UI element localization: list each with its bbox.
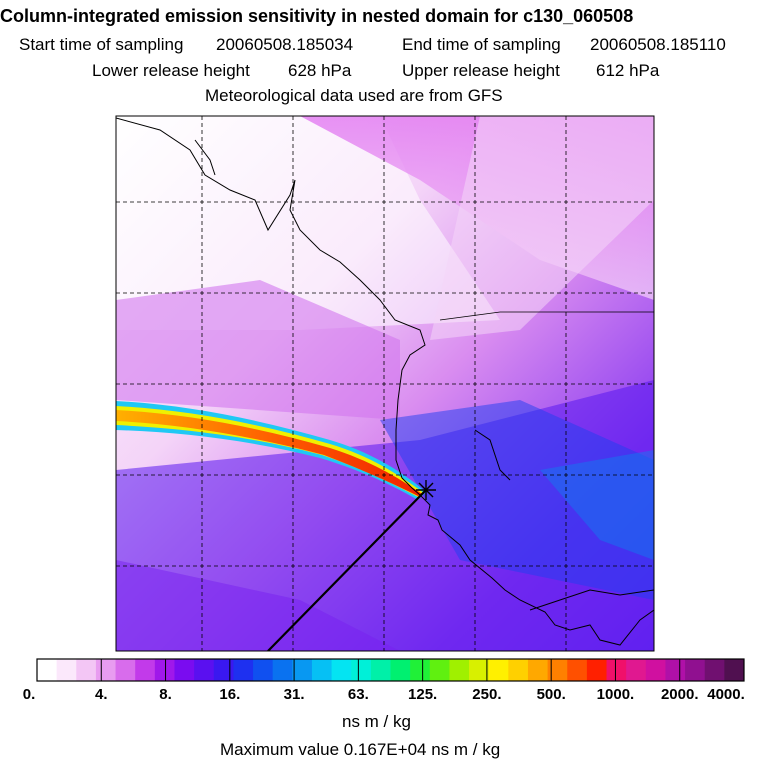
colorbar-swatch [233,659,254,681]
colorbar-swatch [56,659,77,681]
colorbar-swatch [449,659,470,681]
colorbar-swatch [567,659,588,681]
end-time-label: End time of sampling [402,35,561,54]
colorbar-swatch [351,659,372,681]
colorbar-swatch [665,659,686,681]
lower-release-label: Lower release height [92,61,250,80]
colorbar-swatch [115,659,136,681]
maximum-value-text: Maximum value 0.167E+04 ns m / kg [220,740,501,759]
colorbar-swatch [704,659,725,681]
colorbar-swatch [331,659,352,681]
colorbar-swatch [645,659,666,681]
release-point-marker [416,480,436,500]
colorbar-swatch [95,659,117,681]
colorbar-swatch [253,659,274,681]
colorbar-swatch [135,659,156,681]
colorbar-swatch [154,659,175,681]
colorbar-swatch [174,659,195,681]
colorbar [37,659,745,681]
colorbar-swatch [410,659,431,681]
page-title: Column-integrated emission sensitivity i… [0,6,634,26]
colorbar-tick-label: 250. [472,686,502,703]
colorbar-swatch [586,659,608,681]
colorbar-tick-label: 500. [536,686,566,703]
colorbar-tick-label: 4. [95,686,108,703]
lower-release-value: 628 hPa [288,61,352,80]
colorbar-swatch [390,659,411,681]
colorbar-swatch [272,659,293,681]
map-field [116,116,654,651]
colorbar-swatch [76,659,97,681]
upper-release-value: 612 hPa [596,61,660,80]
upper-release-label: Upper release height [402,61,560,80]
colorbar-swatch [508,659,529,681]
colorbar-swatch [194,659,215,681]
colorbar-tick-label: 63. [347,686,369,703]
colorbar-frame [36,658,745,682]
colorbar-units: ns m / kg [342,712,411,731]
colorbar-swatch [488,659,509,681]
colorbar-swatch [606,659,627,681]
met-data-note: Meteorological data used are from GFS [205,86,503,105]
colorbar-tick-label: 125. [408,686,438,703]
colorbar-swatch [469,659,490,681]
colorbar-tick-label: 0. [22,686,36,703]
colorbar-tick-label: 4000. [707,686,745,703]
colorbar-swatch [527,659,549,681]
colorbar-tick-label: 1000. [596,686,635,703]
start-time-label: Start time of sampling [19,35,184,54]
colorbar-swatch [685,659,706,681]
colorbar-swatch [213,659,234,681]
colorbar-swatch [292,659,313,681]
colorbar-tick-label: 31. [283,686,305,703]
colorbar-swatch [626,659,647,681]
colorbar-tick-label: 8. [159,686,172,703]
end-time-value: 20060508.185110 [590,35,726,54]
colorbar-swatch [370,659,391,681]
colorbar-swatch [724,659,745,681]
map-frame [115,115,655,652]
start-time-value: 20060508.185034 [216,35,354,54]
colorbar-swatch [429,659,450,681]
colorbar-tick-label: 2000. [660,686,699,703]
colorbar-swatch [37,659,58,681]
colorbar-tick-label: 16. [219,686,241,703]
colorbar-swatch [311,659,333,681]
colorbar-swatch [547,659,568,681]
